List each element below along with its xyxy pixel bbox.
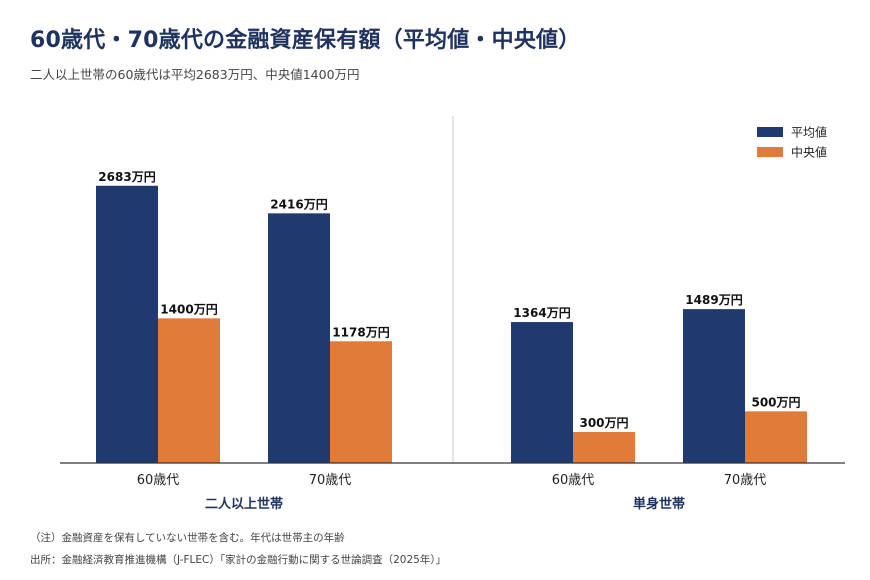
data-label: 1178万円: [332, 325, 389, 339]
bar-median-g0-c0: [158, 318, 220, 463]
footnote: （注）金融資産を保有していない世帯を含む。年代は世帯主の年齢: [30, 532, 345, 544]
data-label: 1489万円: [685, 293, 742, 307]
data-label: 300万円: [579, 416, 628, 430]
data-label: 500万円: [751, 395, 800, 409]
legend-swatch-0: [757, 127, 783, 137]
bar-mean-g1-c0: [511, 322, 573, 463]
bar-mean-g0-c0: [96, 185, 158, 464]
group-label: 二人以上世帯: [205, 496, 283, 512]
bar-median-g0-c1: [330, 341, 392, 463]
legend-swatch-1: [757, 147, 783, 157]
data-label: 2683万円: [98, 170, 155, 184]
source-note: 出所：金融経済教育推進機構（J-FLEC）「家計の金融行動に関する世論調査（20…: [30, 554, 447, 566]
category-label: 70歳代: [724, 473, 767, 488]
bar-mean-g1-c1: [683, 309, 745, 463]
bar-median-g1-c0: [573, 432, 635, 463]
group-label: 単身世帯: [633, 496, 685, 512]
legend-label-1: 中央値: [791, 145, 827, 160]
chart-title: 60歳代・70歳代の金融資産保有額（平均値・中央値）: [30, 28, 581, 53]
category-label: 70歳代: [309, 473, 352, 488]
category-label: 60歳代: [137, 473, 180, 488]
category-label: 60歳代: [552, 473, 595, 488]
bar-median-g1-c1: [745, 411, 807, 463]
chart-subtitle: 二人以上世帯の60歳代は平均2683万円、中央値1400万円: [30, 67, 360, 82]
bar-mean-g0-c1: [268, 213, 330, 463]
data-label: 1400万円: [160, 302, 217, 316]
data-label: 2416万円: [270, 197, 327, 211]
legend-label-0: 平均値: [791, 125, 827, 140]
data-label: 1364万円: [513, 306, 570, 320]
